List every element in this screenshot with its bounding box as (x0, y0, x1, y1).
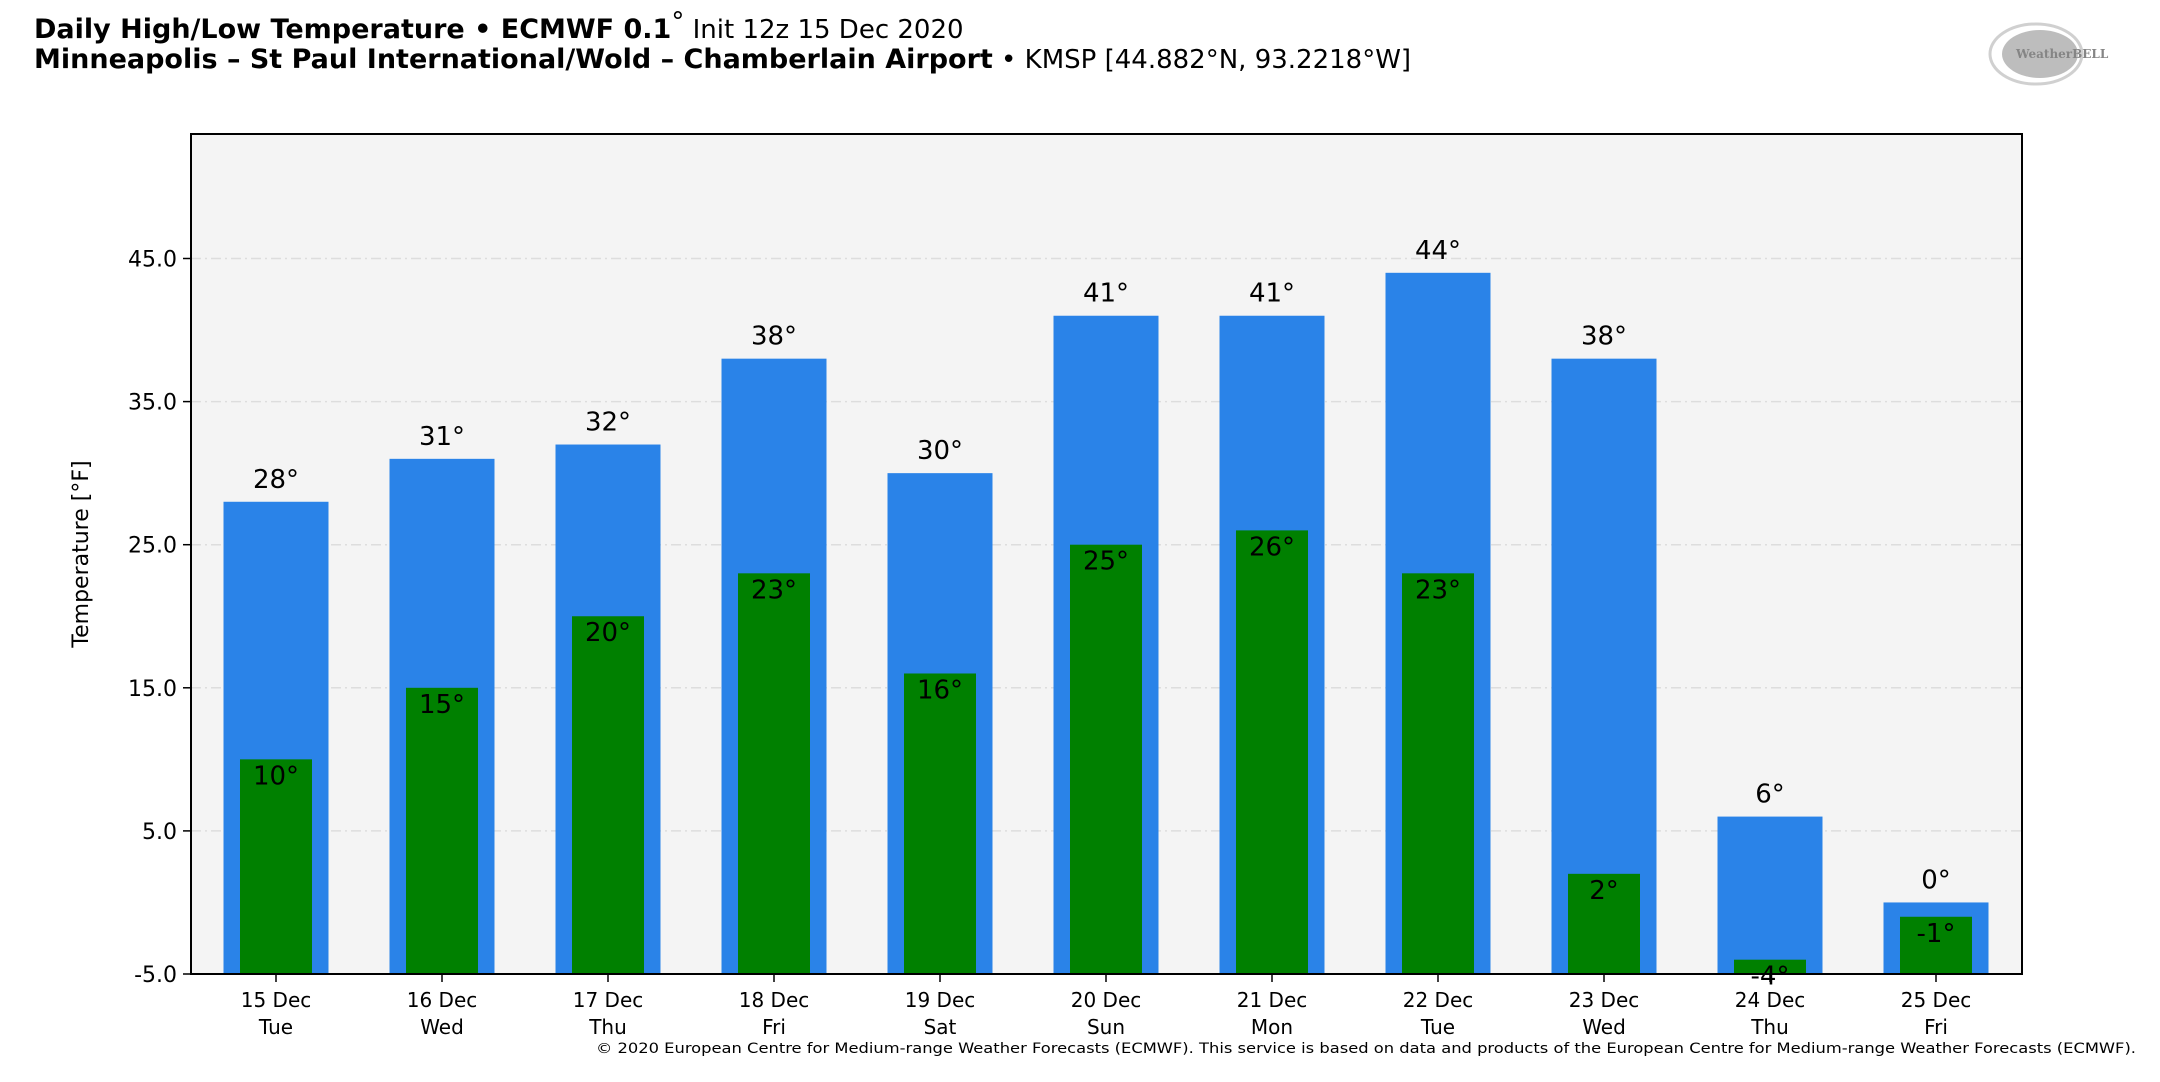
x-tick-date: 22 Dec (1403, 988, 1474, 1012)
high-value-label: 31° (419, 422, 465, 452)
x-tick-date: 17 Dec (573, 988, 644, 1012)
x-tick-date: 18 Dec (739, 988, 810, 1012)
x-tick-weekday: Sat (924, 1015, 957, 1039)
y-tick-label: 25.0 (128, 534, 177, 559)
x-tick-weekday: Sun (1087, 1015, 1125, 1039)
x-tick-date: 23 Dec (1569, 988, 1640, 1012)
x-tick-date: 15 Dec (241, 988, 312, 1012)
x-tick-weekday: Tue (1420, 1015, 1455, 1039)
x-tick-weekday: Fri (762, 1015, 786, 1039)
chart-subtitle: Minneapolis – St Paul International/Wold… (34, 44, 1411, 75)
low-bar (406, 687, 478, 974)
low-bar (738, 573, 810, 974)
y-tick-label: 5.0 (142, 820, 177, 845)
low-value-label: 26° (1249, 532, 1295, 562)
x-tick-weekday: Wed (1582, 1015, 1626, 1039)
x-tick-date: 24 Dec (1735, 988, 1806, 1012)
low-value-label: 20° (585, 618, 631, 648)
low-value-label: 10° (253, 761, 299, 791)
y-tick-label: 45.0 (128, 247, 177, 272)
x-tick-weekday: Wed (420, 1015, 464, 1039)
high-bar (1717, 816, 1823, 974)
x-tick-weekday: Thu (1750, 1015, 1789, 1039)
x-tick-date: 16 Dec (407, 988, 478, 1012)
low-bar (1900, 916, 1972, 974)
low-bar (1402, 573, 1474, 974)
low-value-label: -1° (1917, 919, 1956, 949)
x-tick-weekday: Thu (588, 1015, 627, 1039)
high-value-label: 6° (1755, 780, 1785, 810)
low-value-label: 16° (917, 675, 963, 705)
copyright-footer: © 2020 European Centre for Medium-range … (596, 1041, 2136, 1057)
high-bar (1551, 358, 1657, 974)
high-value-label: 44° (1415, 236, 1461, 266)
low-bar (1734, 959, 1806, 974)
x-tick-date: 19 Dec (905, 988, 976, 1012)
low-bar (572, 616, 644, 974)
high-value-label: 41° (1249, 279, 1295, 309)
y-tick-label: 15.0 (128, 677, 177, 702)
x-tick-date: 25 Dec (1901, 988, 1972, 1012)
x-tick-date: 20 Dec (1071, 988, 1142, 1012)
low-bar (1236, 530, 1308, 974)
low-value-label: 25° (1083, 547, 1129, 577)
weatherbell-logo: WeatherBELL (1988, 22, 2109, 86)
low-bar (1568, 873, 1640, 974)
y-axis-label: Temperature [°F] (69, 460, 94, 648)
y-tick-label: 35.0 (128, 391, 177, 416)
high-value-label: 28° (253, 465, 299, 495)
x-tick-date: 21 Dec (1237, 988, 1308, 1012)
x-tick-weekday: Mon (1251, 1015, 1293, 1039)
x-tick-weekday: Tue (258, 1015, 293, 1039)
high-value-label: 38° (1581, 322, 1627, 352)
low-value-label: 23° (751, 575, 797, 605)
low-value-label: 23° (1415, 575, 1461, 605)
svg-text:WeatherBELL: WeatherBELL (2015, 47, 2109, 61)
x-tick-weekday: Fri (1924, 1015, 1948, 1039)
low-bar (240, 759, 312, 974)
low-bar (1070, 544, 1142, 974)
chart-title: Daily High/Low Temperature • ECMWF 0.1° … (34, 7, 964, 45)
low-value-label: 15° (419, 690, 465, 720)
y-tick-label: -5.0 (134, 963, 177, 988)
low-bar (904, 673, 976, 974)
high-value-label: 0° (1921, 865, 1951, 895)
high-value-label: 38° (751, 322, 797, 352)
high-value-label: 41° (1083, 279, 1129, 309)
high-value-label: 32° (585, 408, 631, 438)
low-value-label: 2° (1589, 876, 1619, 906)
high-value-label: 30° (917, 436, 963, 466)
